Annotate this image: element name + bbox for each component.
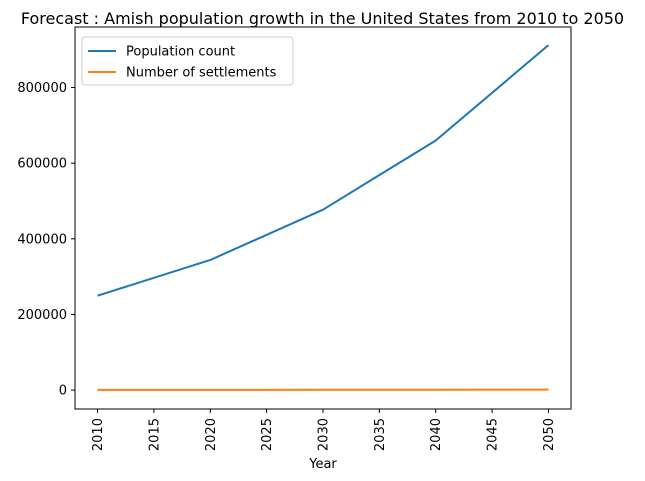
x-tick-label: 2035 <box>373 418 388 451</box>
x-tick-label: 2025 <box>260 418 275 451</box>
chart-title: Forecast : Amish population growth in th… <box>21 9 624 28</box>
x-axis: 2010 2015 2020 2025 2030 2035 2040 2045 2050 <box>91 409 557 451</box>
series-lines <box>97 44 550 391</box>
y-tick-label: 600000 <box>17 157 67 172</box>
x-tick-label: 2010 <box>91 418 106 451</box>
y-tick-label: 800000 <box>17 81 67 96</box>
x-tick-label: 2045 <box>486 418 501 451</box>
y-tick-label: 400000 <box>17 232 67 247</box>
x-axis-label: Year <box>308 457 337 472</box>
x-tick-label: 2050 <box>542 418 557 451</box>
y-axis: 0 200000 400000 600000 800000 <box>17 81 75 399</box>
legend-box <box>81 36 294 86</box>
series-line-population-count <box>97 44 550 297</box>
legend: Population count Number of settlements <box>81 36 294 86</box>
x-tick-label: 2040 <box>429 418 444 451</box>
x-tick-label: 2020 <box>204 418 219 451</box>
legend-label-population-count: Population count <box>126 45 235 60</box>
y-tick-label: 200000 <box>17 308 67 323</box>
legend-label-number-of-settlements: Number of settlements <box>126 66 277 81</box>
plot-area <box>74 26 572 410</box>
x-tick-label: 2015 <box>147 418 162 451</box>
x-tick-label: 2030 <box>317 418 332 451</box>
y-tick-label: 0 <box>59 384 67 399</box>
